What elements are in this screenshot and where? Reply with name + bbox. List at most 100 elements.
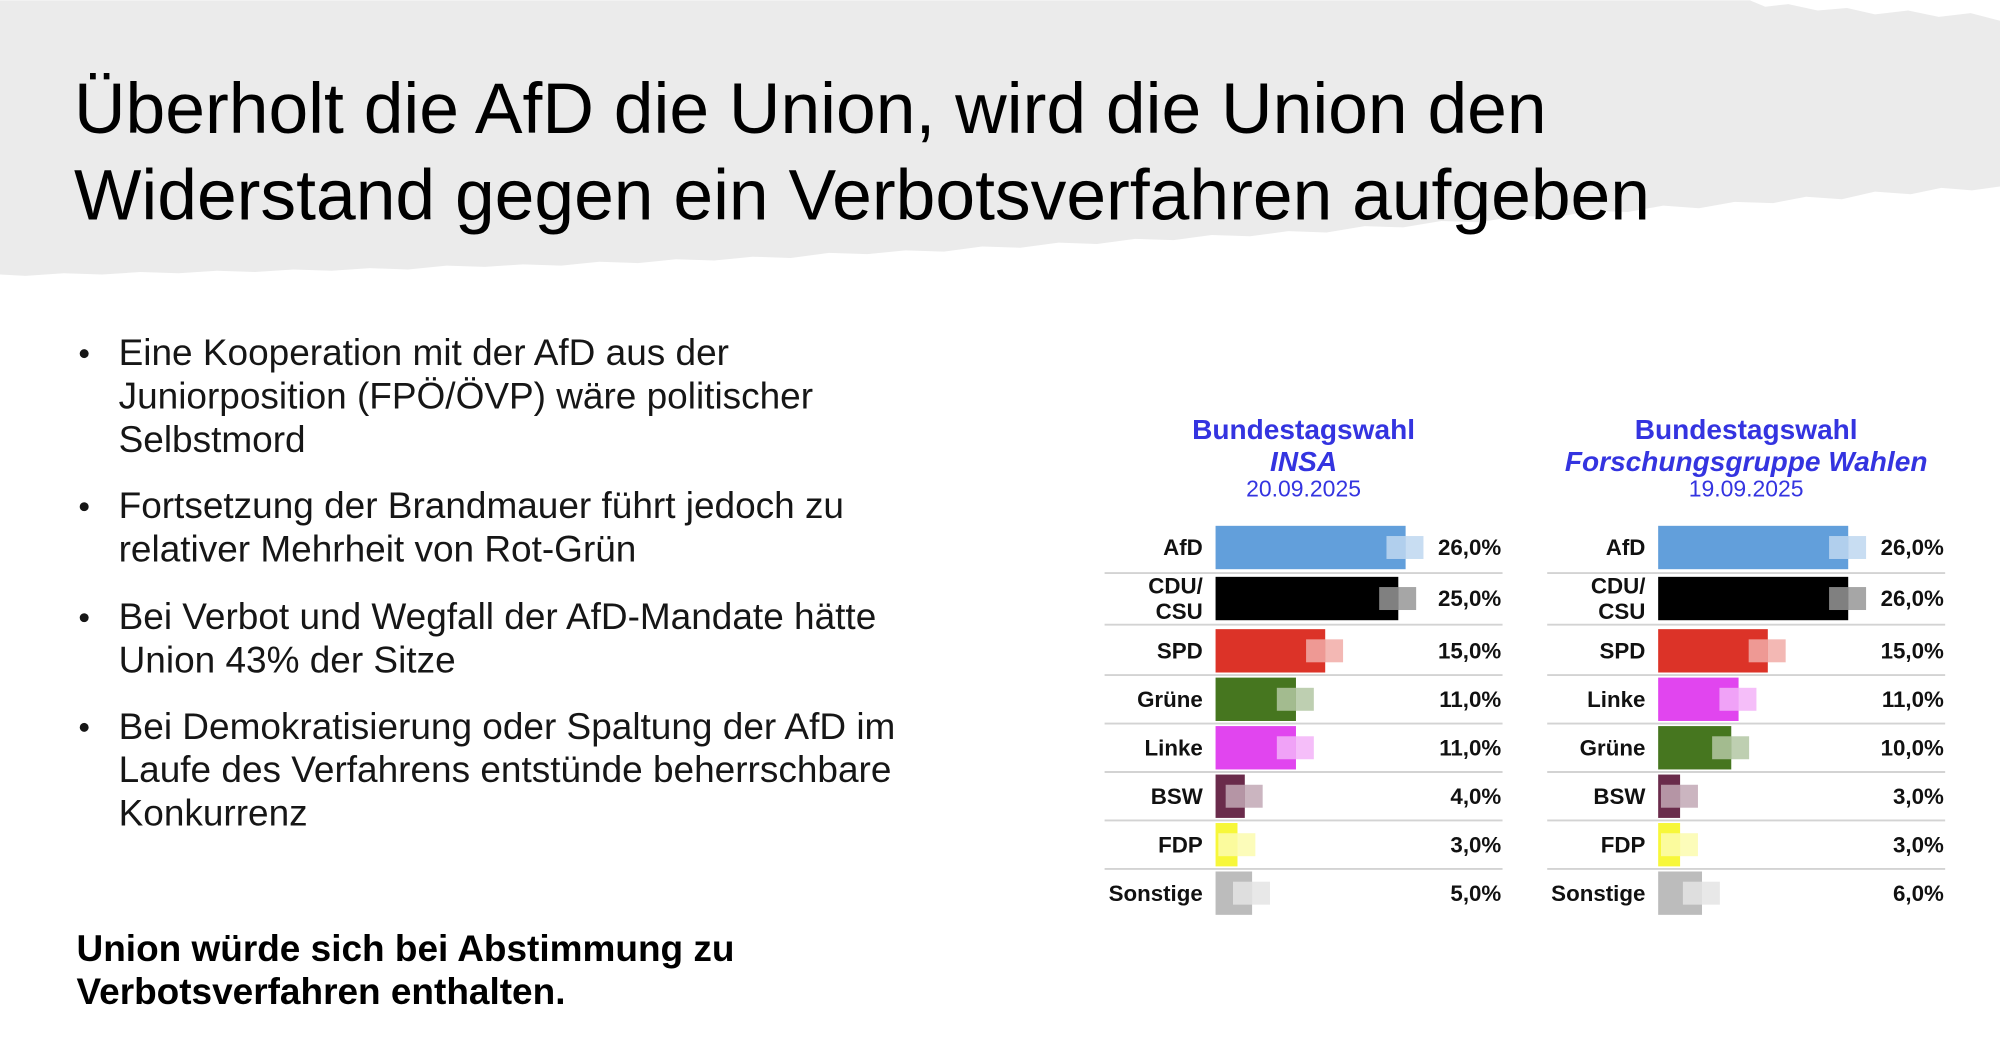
chart1-bar-cdu-csu [1215,576,1399,621]
bullet-text-line: relativer Mehrheit von Rot-Grün [119,529,637,570]
bullet-text-line: Eine Kooperation mit der AfD aus der [119,332,729,373]
chart1-bar-end-marker-linke [1276,736,1296,760]
bullet-dot [79,349,89,359]
chart1-label-bsw: BSW [1151,784,1204,809]
chart1-bar-end-marker-outer-bsw [1244,784,1263,808]
chart1-bar-end-marker-afd [1386,536,1406,559]
chart1-bar-end-marker-cdu-csu [1379,587,1399,611]
bullet-dot [79,722,89,732]
chart1-bar-end-marker-outer-afd [1405,536,1424,559]
chart1-value-spd: 15,0% [1438,638,1501,663]
chart2-value-spd: 15,0% [1881,638,1944,663]
chart1-bar-end-marker-outer-spd [1325,639,1344,663]
chart1-bar-end-marker-sonstige [1232,881,1253,905]
chart1-date: 20.09.2025 [1246,475,1361,501]
page-title: Überholt die AfD die Union, wird die Uni… [74,69,1650,236]
chart2-value-cdu-csu: 26,0% [1881,586,1944,611]
bullet-text-line: Konkurrenz [119,793,308,834]
chart2-label-linke: Linke [1587,687,1645,712]
chart1-bar-end-marker-outer-fdp [1237,833,1256,857]
chart1-label-gruene: Grüne [1137,687,1203,712]
bullet-item: Fortsetzung der Brandmauer führt jedoch … [79,485,844,570]
chart1-label-sonstige: Sonstige [1109,881,1203,906]
conclusion-line: Verbotsverfahren enthalten. [77,971,566,1012]
chart2-label-sonstige: Sonstige [1551,881,1645,906]
bullet-text-line: Fortsetzung der Brandmauer führt jedoch … [119,485,844,526]
chart1-bar-end-marker-fdp [1218,833,1238,857]
bullet-item: Bei Verbot und Wegfall der AfD-Mandate h… [79,596,877,681]
conclusion-statement: Union würde sich bei Abstimmung zuVerbot… [77,928,735,1012]
chart2-label-gruene: Grüne [1580,735,1646,760]
chart1-value-fdp: 3,0% [1450,832,1501,857]
chart2-bar-afd [1658,525,1849,570]
chart1-value-linke: 11,0% [1439,735,1501,760]
chart2-value-gruene: 10,0% [1881,735,1944,760]
torn-paper-header-band [0,0,2000,276]
chart2-value-sonstige: 6,0% [1893,881,1944,906]
bullet-text-line: Union 43% der Sitze [119,640,456,681]
chart2-label-fdp: FDP [1601,832,1646,857]
bullet-item: Eine Kooperation mit der AfD aus derJuni… [79,332,813,460]
chart2-bar-cdu-csu [1658,576,1849,621]
chart2-bar-end-marker-afd [1829,536,1849,559]
chart2-label-bsw: BSW [1593,784,1646,809]
chart2-label-part: CSU [1598,599,1645,624]
chart1-value-afd: 26,0% [1438,535,1501,560]
chart1-value-gruene: 11,0% [1439,687,1501,712]
chart2-bar-end-marker-outer-gruene [1731,736,1750,760]
chart2-bar-end-marker-outer-spd [1767,639,1786,663]
chart2-subtitle: Forschungsgruppe Wahlen [1565,446,1928,477]
bullet-dot [79,613,89,623]
chart2-date: 19.09.2025 [1689,475,1804,501]
chart1-bar-end-marker-spd [1306,639,1326,663]
chart2-value-fdp: 3,0% [1893,832,1944,857]
chart1-bar-end-marker-outer-linke [1295,736,1314,760]
chart2-label-cdu-csu: CDU/CSU [1591,573,1646,624]
chart2-value-bsw: 3,0% [1893,784,1944,809]
chart1-value-sonstige: 5,0% [1450,881,1501,906]
chart1-label-cdu-csu: CDU/CSU [1148,573,1203,624]
chart1-value-cdu-csu: 25,0% [1438,586,1501,611]
chart2-label-afd: AfD [1606,535,1646,560]
bullet-list: Eine Kooperation mit der AfD aus derJuni… [79,332,896,834]
chart2-bar-end-marker-gruene [1712,736,1732,760]
bullet-text-line: Bei Verbot und Wegfall der AfD-Mandate h… [119,596,877,637]
chart1-subtitle: INSA [1270,446,1337,477]
bullet-text-line: Selbstmord [119,419,306,460]
bullet-text-line: Bei Demokratisierung oder Spaltung der A… [119,706,896,747]
chart1-label-spd: SPD [1157,638,1203,663]
chart2-bar-end-marker-outer-bsw [1680,784,1698,808]
conclusion-line: Union würde sich bei Abstimmung zu [77,928,735,969]
bullet-item: Bei Demokratisierung oder Spaltung der A… [79,706,896,834]
bullet-text-line: Laufe des Verfahrens entstünde beherrsch… [119,749,892,790]
chart2-bar-end-marker-spd [1748,639,1768,663]
chart2-bar-end-marker-bsw [1660,784,1681,808]
chart1-bar-end-marker-outer-cdu-csu [1398,587,1417,611]
bullet-text-line: Juniorposition (FPÖ/ÖVP) wäre politische… [119,375,813,416]
chart1-bar-end-marker-outer-sonstige [1252,881,1270,905]
chart2-bar-end-marker-outer-sonstige [1702,881,1720,905]
chart1-bar-end-marker-gruene [1276,687,1296,711]
bullet-dot [79,502,89,512]
chart2-bar-end-marker-sonstige [1682,881,1703,905]
chart1-title: Bundestagswahl [1192,414,1415,445]
chart1-value-bsw: 4,0% [1450,784,1501,809]
page-title-line: Überholt die AfD die Union, wird die Uni… [74,69,1547,149]
chart1-label-part: CSU [1156,599,1203,624]
chart1-label-afd: AfD [1163,535,1203,560]
chart2-bar-end-marker-outer-cdu-csu [1848,587,1867,611]
chart2-label-spd: SPD [1600,638,1646,663]
chart2-bar-end-marker-linke [1719,687,1739,711]
chart2-bar-end-marker-fdp [1660,833,1681,857]
chart1-bar-afd [1215,525,1406,570]
chart2-bar-end-marker-outer-afd [1848,536,1867,559]
page-title-line: Widerstand gegen ein Verbotsverfahren au… [74,156,1650,236]
chart2-bar-end-marker-cdu-csu [1829,587,1849,611]
chart1-label-part: CDU/ [1148,573,1203,598]
chart2-value-linke: 11,0% [1882,687,1944,712]
